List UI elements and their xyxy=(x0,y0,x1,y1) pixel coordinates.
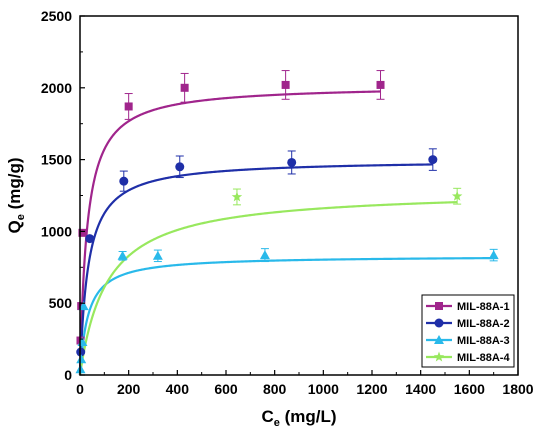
fit-curve-MIL-88A-3 xyxy=(78,257,494,376)
legend-label: MIL-88A-3 xyxy=(457,335,510,347)
y-tick-label: 0 xyxy=(64,367,72,383)
y-tick-label: 1000 xyxy=(41,223,72,239)
data-point xyxy=(76,354,87,364)
data-point xyxy=(259,250,270,260)
x-tick-label: 1800 xyxy=(502,381,533,397)
x-tick-label: 1000 xyxy=(308,381,339,397)
x-tick-label: 200 xyxy=(117,381,141,397)
x-tick-label: 1400 xyxy=(405,381,436,397)
data-point xyxy=(124,102,133,111)
fit-curve-MIL-88A-4 xyxy=(78,201,458,376)
data-point xyxy=(85,234,95,244)
y-tick-label: 2500 xyxy=(41,8,72,24)
plot-area xyxy=(75,70,499,376)
x-tick-label: 0 xyxy=(76,381,84,397)
y-tick-label: 1500 xyxy=(41,152,72,168)
x-tick-label: 1600 xyxy=(454,381,485,397)
legend-label: MIL-88A-4 xyxy=(457,352,510,364)
data-point xyxy=(231,191,243,202)
data-point xyxy=(78,228,87,237)
legend-label: MIL-88A-2 xyxy=(457,318,510,330)
axes: 0 200 400 600 800 1000 1200 1400 1600 1800 0 500 100… xyxy=(5,8,534,429)
data-point xyxy=(175,162,185,172)
data-point xyxy=(376,80,385,89)
data-point xyxy=(287,157,297,167)
y-tick-label: 500 xyxy=(49,295,73,311)
x-tick-label: 600 xyxy=(214,381,238,397)
legend-label: MIL-88A-1 xyxy=(457,301,510,313)
x-tick-label: 800 xyxy=(263,381,287,397)
legend-marker xyxy=(434,335,444,344)
legend-marker xyxy=(433,351,445,362)
legend: MIL-88A-1 MIL-88A-2 MIL-88A-3 MIL-88A-4 xyxy=(421,294,515,368)
data-point xyxy=(119,176,129,186)
data-point xyxy=(281,80,290,89)
data-point xyxy=(451,190,463,201)
legend-marker xyxy=(434,318,444,328)
x-axis-title: Ce (mg/L) xyxy=(261,407,336,429)
x-tick-label: 1200 xyxy=(356,381,387,397)
legend-marker xyxy=(435,302,443,310)
data-point xyxy=(78,301,89,311)
y-axis-title: Qe (mg/g) xyxy=(5,157,27,233)
fit-curve-MIL-88A-1 xyxy=(78,90,381,375)
data-point xyxy=(117,250,128,260)
x-tick-label: 400 xyxy=(166,381,190,397)
data-point xyxy=(428,155,438,165)
data-point xyxy=(180,83,189,92)
fit-curve-MIL-88A-2 xyxy=(78,163,433,376)
y-tick-label: 2000 xyxy=(41,80,72,96)
data-point xyxy=(488,250,499,260)
data-point xyxy=(152,250,163,260)
